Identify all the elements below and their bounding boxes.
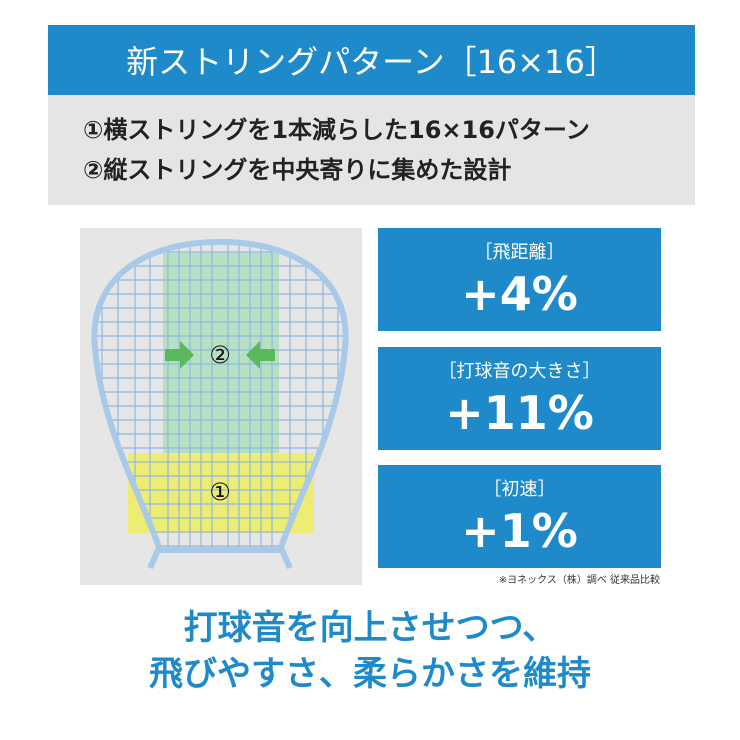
stat-box: ［初速］ +1% [378, 465, 661, 568]
stat-value: +1% [461, 504, 578, 558]
racket-illustration: ② ① [91, 238, 349, 570]
header-title: 新ストリングパターン［16×16］ [48, 25, 695, 95]
stat-label: ［初速］ [483, 479, 556, 500]
stat-box: ［打球音の大きさ］ +11% [378, 347, 661, 450]
feature: ②縦ストリングを中央寄りに集めた設計 [83, 156, 512, 184]
racket-label: ② [209, 341, 231, 369]
note: ※ヨネックス（株）調べ 従来品比較 [498, 575, 660, 586]
stat-box: ［飛距離］ +4% [378, 228, 661, 331]
footer: 打球音を向上させつつ、 飛びやすさ、柔らかさを維持 [0, 605, 740, 697]
racket-label: ① [209, 478, 231, 506]
stat-label: ［打球音の大きさ］ [438, 361, 601, 382]
arrow [165, 341, 194, 369]
racket-throat [147, 548, 293, 570]
stat-value: +4% [461, 267, 578, 321]
footer-line: 打球音を向上させつつ、 [183, 608, 557, 648]
arrow [246, 341, 275, 369]
stat-label: ［飛距離］ [474, 242, 565, 263]
racket-panel: ② ① [80, 228, 362, 585]
racket-frame [91, 238, 349, 553]
feature: ①横ストリングを1本減らした16×16パターン [83, 116, 590, 144]
footer-line: 飛びやすさ、柔らかさを維持 [149, 654, 591, 694]
lower-zone [128, 453, 314, 533]
stat-value: +11% [445, 386, 594, 440]
feature-box: ①横ストリングを1本減らした16×16パターン ②縦ストリングを中央寄りに集めた… [48, 95, 695, 205]
